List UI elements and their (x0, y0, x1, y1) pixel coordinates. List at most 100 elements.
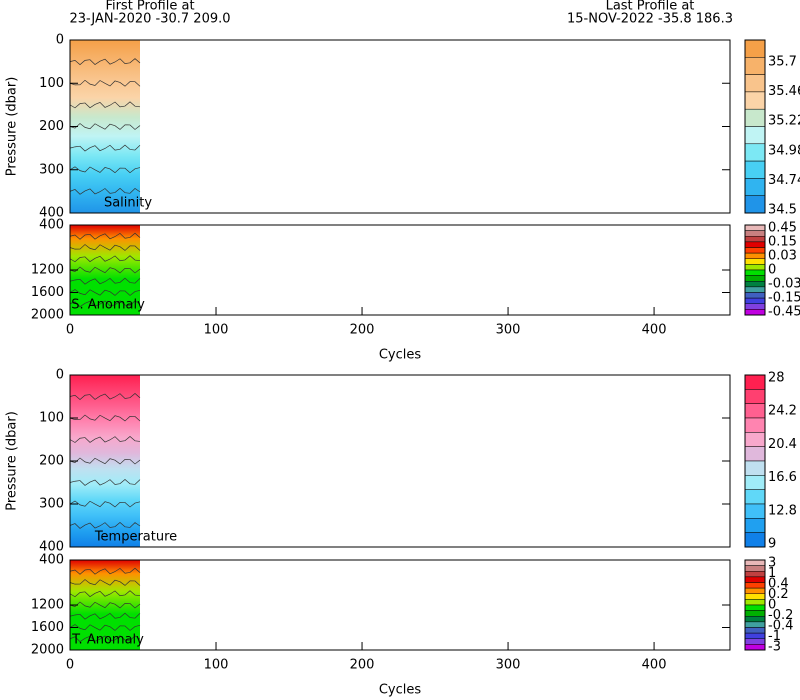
colorbar-segment (744, 532, 766, 548)
last-title: Last Profile at (606, 0, 695, 14)
colorbar-segment (744, 432, 766, 447)
colorbar-segment (744, 108, 766, 127)
contour-line (69, 300, 141, 308)
contour-line (69, 166, 141, 174)
data-field (70, 560, 140, 650)
x-axis-label: Cycles (379, 683, 422, 698)
y-tick-label: 2000 (31, 308, 64, 323)
y-tick-label: 1600 (31, 285, 64, 300)
contour-line (69, 232, 141, 240)
contour-line (69, 144, 141, 152)
colorbar-segment (744, 632, 766, 639)
colorbar-segment (744, 269, 766, 276)
contour-line (69, 457, 141, 465)
colorbar-label: 24.2 (768, 404, 797, 419)
y-tick-label: 200 (39, 119, 64, 134)
data-field (70, 375, 140, 547)
colorbar-label: 0.4 (768, 577, 789, 592)
contour-line (69, 567, 141, 575)
x-tick-label: 400 (642, 323, 667, 338)
contour-line (69, 500, 141, 508)
colorbar-label: 0 (768, 263, 776, 278)
y-tick-label: 2000 (31, 643, 64, 658)
colorbar-segment (744, 489, 766, 505)
y-tick-label: 300 (39, 162, 64, 177)
data-field (70, 40, 140, 213)
contour-line (69, 612, 141, 620)
colorbar-segment (744, 57, 766, 75)
colorbar-label: -0.03 (768, 277, 800, 292)
colorbar-label: 3 (768, 556, 776, 571)
colorbar-segment (744, 638, 766, 645)
colorbar-label: -0.2 (768, 608, 793, 623)
contour-line (69, 436, 141, 443)
contour-line (69, 579, 141, 586)
colorbar-segment (744, 446, 766, 462)
colorbar-frame (744, 559, 766, 651)
contour-line (69, 522, 141, 529)
plot-frame (69, 559, 731, 651)
colorbar-segment (744, 292, 766, 299)
colorbar-segment (744, 275, 766, 282)
colorbar-label: -0.4 (768, 619, 793, 634)
colorbar-segment (744, 627, 766, 634)
plot-frame (69, 224, 731, 316)
colorbar-label: 0.45 (768, 221, 797, 236)
panel-label: Salinity (104, 196, 152, 211)
colorbar-label: -0.45 (768, 305, 800, 320)
colorbar-segment (744, 252, 766, 259)
colorbar-label: 35.46 (768, 84, 800, 99)
colorbar-segment (744, 39, 766, 58)
y-tick-label: 0 (56, 33, 64, 48)
colorbar-label: 9 (768, 537, 776, 552)
colorbar-segment (744, 518, 766, 533)
colorbar-segment (744, 143, 766, 162)
y-axis-label: Pressure (dbar) (5, 411, 20, 511)
first-title: First Profile at (105, 0, 194, 14)
colorbar-segment (744, 417, 766, 433)
y-tick-label: 0 (56, 368, 64, 383)
colorbar-segment (744, 621, 766, 628)
colorbar-segment (744, 126, 766, 145)
colorbar-segment (744, 241, 766, 248)
colorbar-segment (744, 281, 766, 288)
plot-frame (69, 374, 731, 548)
colorbar-frame (744, 374, 766, 548)
colorbar-segment (744, 565, 766, 572)
contour-line (69, 414, 141, 422)
x-tick-label: 400 (642, 658, 667, 673)
colorbar-segment (744, 587, 766, 594)
contour-line (69, 635, 141, 643)
colorbar-segment (744, 297, 766, 304)
panel-label: S. Anomaly (71, 298, 145, 313)
data-field (70, 225, 140, 315)
y-tick-label: 300 (39, 497, 64, 512)
colorbar-segment (744, 303, 766, 310)
colorbar-segment (744, 599, 766, 606)
colorbar-segment (744, 236, 766, 243)
colorbar-label: 1 (768, 566, 776, 581)
contour-line (69, 58, 141, 66)
colorbar-label: 35.7 (768, 55, 797, 70)
colorbar-label: 20.4 (768, 437, 797, 452)
contour-line (69, 590, 141, 598)
plot-frame (69, 39, 731, 214)
colorbar-segment (744, 571, 766, 578)
contour-line (69, 479, 141, 486)
colorbar-label: 0.03 (768, 249, 797, 264)
x-tick-label: 200 (350, 323, 375, 338)
colorbar-segment (744, 576, 766, 583)
colorbar-segment (744, 559, 766, 566)
contour-line (69, 393, 141, 400)
contour-line (69, 266, 141, 274)
x-tick-label: 300 (496, 658, 521, 673)
y-axis-label: Pressure (dbar) (5, 77, 20, 177)
colorbar-segment (744, 264, 766, 271)
colorbar-segment (744, 616, 766, 623)
colorbar-frame (744, 224, 766, 316)
colorbar-label: 28 (768, 371, 785, 386)
x-tick-label: 300 (496, 323, 521, 338)
colorbar-segment (744, 593, 766, 600)
x-tick-label: 0 (66, 323, 74, 338)
